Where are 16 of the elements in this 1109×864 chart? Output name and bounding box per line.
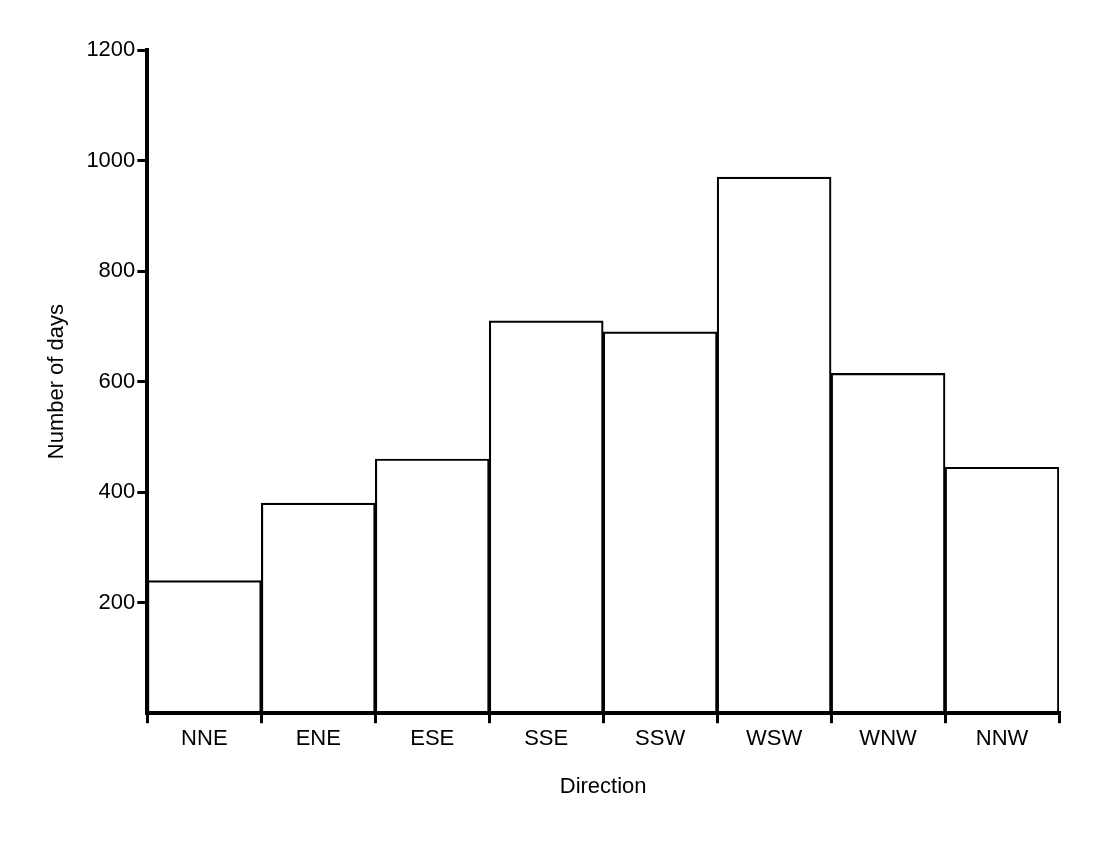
y-tick-label: 600 — [98, 367, 136, 393]
x-tick-label: NNE — [181, 725, 228, 751]
y-tick-label: 1200 — [86, 36, 136, 62]
x-tick-label: ESE — [410, 725, 455, 751]
y-tick-label: 200 — [98, 588, 136, 614]
y-tick-label: 400 — [98, 478, 136, 504]
x-tick-label: NNW — [975, 725, 1029, 751]
x-tick-label: WNW — [859, 725, 918, 751]
y-axis-title: Number of days — [43, 303, 69, 460]
x-tick-label: ENE — [295, 725, 341, 751]
y-tick-label: 1000 — [86, 146, 136, 172]
x-tick-label: WSW — [746, 725, 803, 751]
x-axis-title: Direction — [559, 772, 647, 798]
y-tick-label: 800 — [98, 257, 136, 283]
x-tick-label: SSW — [635, 725, 686, 751]
x-tick-label: SSE — [524, 725, 569, 751]
